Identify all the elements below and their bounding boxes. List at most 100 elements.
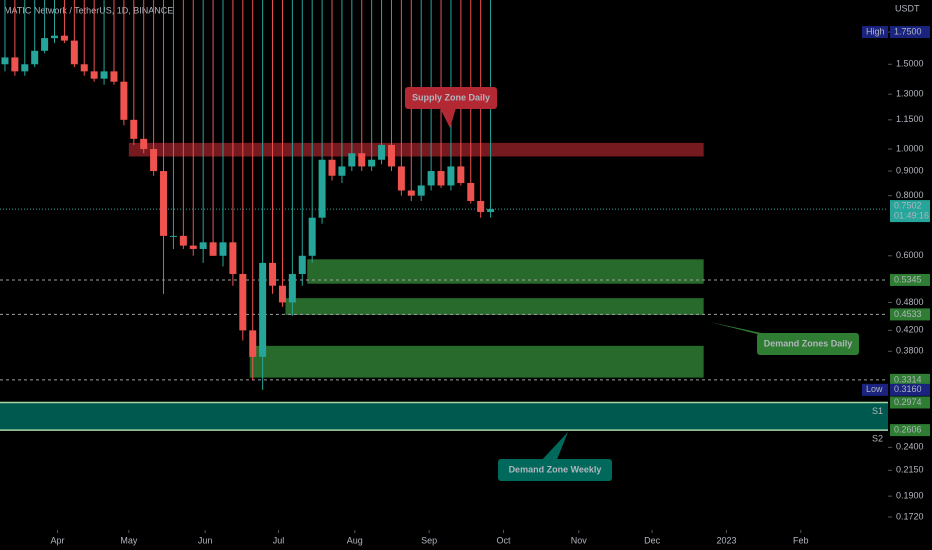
marker-label: 0.3160 [894, 384, 922, 394]
candle-body [397, 166, 405, 191]
zone [0, 402, 888, 431]
marker-tag [890, 383, 930, 396]
candle-body [427, 171, 435, 186]
zone [128, 142, 704, 157]
support-name: S2 [872, 433, 883, 443]
y-tick-label: 0.9000 [896, 165, 924, 175]
callout-text: Demand Zone Weekly [509, 464, 602, 474]
price-tag-label: 0.4533 [894, 309, 922, 319]
candle-body [477, 200, 485, 212]
price-tag [890, 373, 930, 386]
x-tick-label: Oct [496, 535, 511, 545]
x-tick-label: Sep [421, 535, 437, 545]
price-tag-label: 0.3314 [894, 374, 922, 384]
candle-body [21, 64, 29, 72]
x-tick-label: Nov [571, 535, 588, 545]
marker-name-box [862, 26, 888, 39]
countdown: 01:49:16 [894, 210, 929, 220]
y-tick-label: 1.0000 [896, 143, 924, 153]
y-tick-label: 0.8000 [896, 190, 924, 200]
last-price: 0.7502 [894, 200, 922, 210]
candle-body [90, 71, 98, 79]
candle-body [269, 262, 277, 286]
marker-name-box [862, 383, 888, 396]
candle-body [199, 242, 207, 249]
candle-body [120, 81, 128, 120]
candle-body [219, 242, 227, 256]
x-tick-label: May [120, 535, 138, 545]
zone [249, 345, 704, 378]
candle-body [378, 144, 386, 160]
candle-body [60, 35, 68, 41]
candle-body [100, 71, 108, 79]
candle-body [179, 235, 187, 246]
chart-title: MATIC Network / TetherUS, 1D, BINANCE [4, 5, 173, 15]
callout-box [498, 459, 612, 481]
candle-body [328, 159, 336, 176]
currency: USDT [895, 3, 920, 13]
price-tag [890, 424, 930, 437]
candle-body [387, 144, 395, 167]
candle-body [417, 185, 425, 196]
price-tag-label: 0.2606 [894, 424, 922, 434]
candle-body [278, 285, 286, 303]
price-tag-label: 0.2974 [894, 397, 922, 407]
candle-body [209, 242, 217, 256]
candle-body [229, 242, 237, 274]
y-tick-label: 0.2150 [896, 465, 924, 475]
candle-body [1, 57, 9, 65]
callout-box [405, 87, 497, 109]
candle-body [249, 330, 257, 357]
candle-body [288, 273, 296, 303]
support-name: S1 [872, 406, 883, 416]
marker-tag [890, 26, 930, 39]
candle-body [150, 149, 158, 172]
y-tick-label: 0.4800 [896, 297, 924, 307]
candle-body [447, 166, 455, 186]
x-tick-label: Aug [347, 535, 363, 545]
marker-name: High [866, 26, 885, 36]
candle-body [130, 119, 138, 139]
price-tag [890, 308, 930, 321]
callout-pointer [440, 108, 456, 128]
y-tick-label: 0.1900 [896, 491, 924, 501]
callout-pointer [710, 322, 775, 336]
candle-body [41, 38, 49, 51]
candle-body [169, 235, 177, 237]
candle-body [70, 40, 78, 65]
marker-label: 1.7500 [894, 26, 922, 36]
candle-body [467, 182, 475, 201]
candle-body [368, 159, 376, 167]
last-tag [890, 200, 930, 223]
candle-body [239, 273, 247, 331]
candle-body [308, 217, 316, 256]
candle-body [298, 255, 306, 274]
candle-body [457, 166, 465, 183]
x-tick-label: Jul [273, 535, 285, 545]
marker-name: Low [866, 384, 883, 394]
price-tag [890, 273, 930, 286]
candle-body [487, 209, 495, 212]
y-tick-label: 0.4200 [896, 325, 924, 335]
y-tick-label: 0.2400 [896, 442, 924, 452]
candle-body [80, 64, 88, 72]
candle-body [11, 57, 19, 72]
candle-body [51, 35, 59, 39]
candle-body [338, 166, 346, 176]
y-tick-label: 0.6000 [896, 250, 924, 260]
y-tick-label: 0.1720 [896, 511, 924, 521]
price-tag-label: 0.5345 [894, 274, 922, 284]
callout-text: Supply Zone Daily [412, 92, 490, 102]
x-tick-label: Apr [50, 535, 64, 545]
y-tick-label: 1.1500 [896, 114, 924, 124]
x-tick-label: Feb [793, 535, 809, 545]
y-tick-label: 1.3000 [896, 89, 924, 99]
candle-body [140, 138, 148, 150]
callout-box [757, 333, 859, 355]
candle-body [110, 71, 118, 82]
price-tag [890, 396, 930, 409]
x-tick-label: Jun [198, 535, 213, 545]
x-tick-label: Dec [644, 535, 661, 545]
candle-body [348, 153, 356, 167]
